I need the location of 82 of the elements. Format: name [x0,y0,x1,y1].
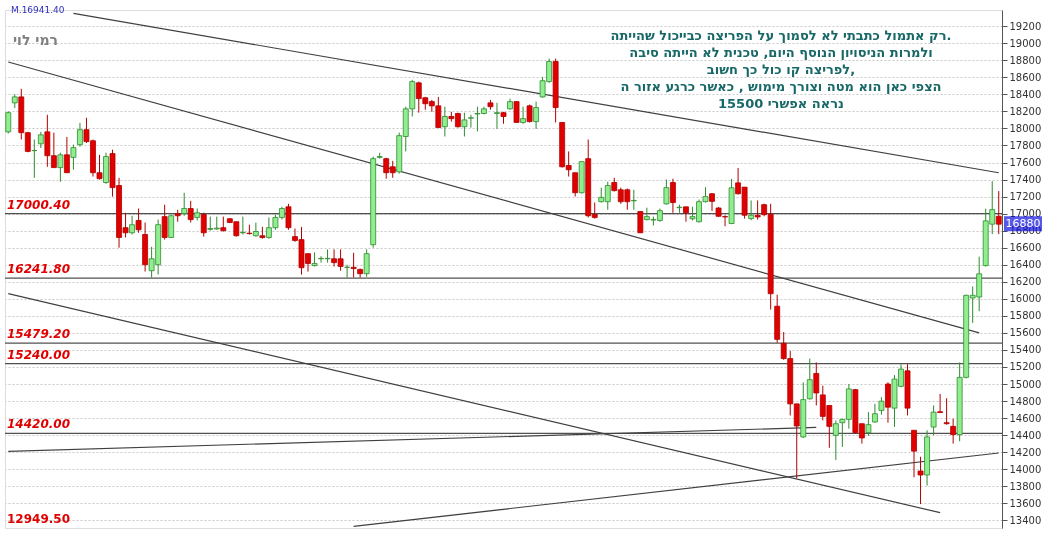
candlestick [911,429,917,478]
candlestick [995,190,1002,235]
y-tick-label: 14400 [1009,429,1042,441]
candlestick [363,248,370,278]
candlestick [5,110,12,135]
y-tick-label: 16600 [1009,242,1042,254]
candlestick [950,418,957,445]
candlestick [683,206,689,223]
candlestick [513,101,520,123]
y-tick-label: 14800 [1009,395,1042,407]
candlestick [937,393,943,414]
y-tick-label: 18600 [1009,71,1042,83]
candlestick [572,172,579,198]
ref-line-label: 16241.80 [7,262,71,277]
candlestick [161,204,168,241]
y-tick-label: 19000 [1009,37,1042,49]
candlestick [520,106,526,125]
candlestick [64,136,70,174]
candlestick [77,122,83,148]
annotation: M.16941.40 [11,5,65,15]
candlestick [57,152,64,183]
y-tick-label: 16400 [1009,259,1042,271]
y-tick-label: 18200 [1009,105,1042,117]
candlestick [630,189,637,211]
candlestick [885,381,891,424]
ref-line-label: 15479.20 [7,327,71,342]
y-tick-label: 14000 [1009,463,1042,475]
y-tick-label: 13800 [1009,480,1042,492]
y-tick-label: 13600 [1009,497,1042,509]
y-tick-label: 14600 [1009,412,1042,424]
y-tick-label: 18400 [1009,88,1042,100]
ref-line-label: 17000.40 [7,197,71,212]
candlestick [663,179,670,206]
y-tick-label: 15200 [1009,361,1042,373]
candlestick [670,178,676,214]
candlestick [832,419,839,461]
candlestick [441,106,448,138]
y-tick-label: 17400 [1009,174,1042,186]
candlestick [494,102,500,130]
candlestick [285,203,292,231]
candlestick [200,212,207,238]
annotation: רמי לוי [13,32,58,48]
y-tick-label: 18800 [1009,54,1042,66]
annotation: 12949.50 [7,512,71,526]
candlestick [350,252,357,279]
y-tick-label: 14200 [1009,446,1042,458]
y-tick-label: 15000 [1009,378,1042,390]
candlestick [468,114,474,129]
y-tick-label: 17600 [1009,157,1042,168]
candlestick [943,397,950,426]
candlestick [135,208,142,234]
y-tick-label: 17800 [1009,139,1042,151]
candlestick [637,210,644,234]
y-tick-label: 15600 [1009,327,1042,339]
y-tick-label: 15800 [1009,310,1042,322]
candlestick [533,101,539,130]
candlestick [917,456,924,505]
candlestick [813,361,820,406]
ref-line-label: 14420.00 [7,417,71,432]
candlestick [806,358,813,401]
candlestick [930,404,937,436]
candlestick [754,199,761,221]
y-tick-label: 13400 [1009,514,1042,526]
candlestick [709,192,715,212]
y-tick-label: 16000 [1009,293,1042,305]
annotation: רק אתמול כתבתי לא לסמוך על הפריצה כבייכול שהייתה. ולמרות הניסויון הנוסף היום, טכנית לא הייתה סיבה לפריצה קו כול כך חשוב, הצפי כאן הוא מטה וצורך מימוש , כאשר כרגע אזור ה 15500 נראה אפשרי [610,28,952,111]
candlestick [872,403,878,424]
candlestick [181,192,188,217]
y-tick-label: 15400 [1009,344,1042,356]
y-tick-label: 17200 [1009,191,1042,203]
candlestick [168,213,175,238]
ref-line-label: 15240.00 [7,347,71,362]
candlestick [748,199,755,221]
candlestick [252,222,259,238]
candlestick [129,215,135,235]
candlestick [461,112,468,138]
y-tick-label: 16200 [1009,276,1042,288]
candlestick [187,200,194,224]
y-tick-label: 18000 [1009,122,1042,134]
y-tick-label: 19200 [1009,20,1042,32]
candlestick [865,411,872,437]
candlestick [70,144,77,171]
